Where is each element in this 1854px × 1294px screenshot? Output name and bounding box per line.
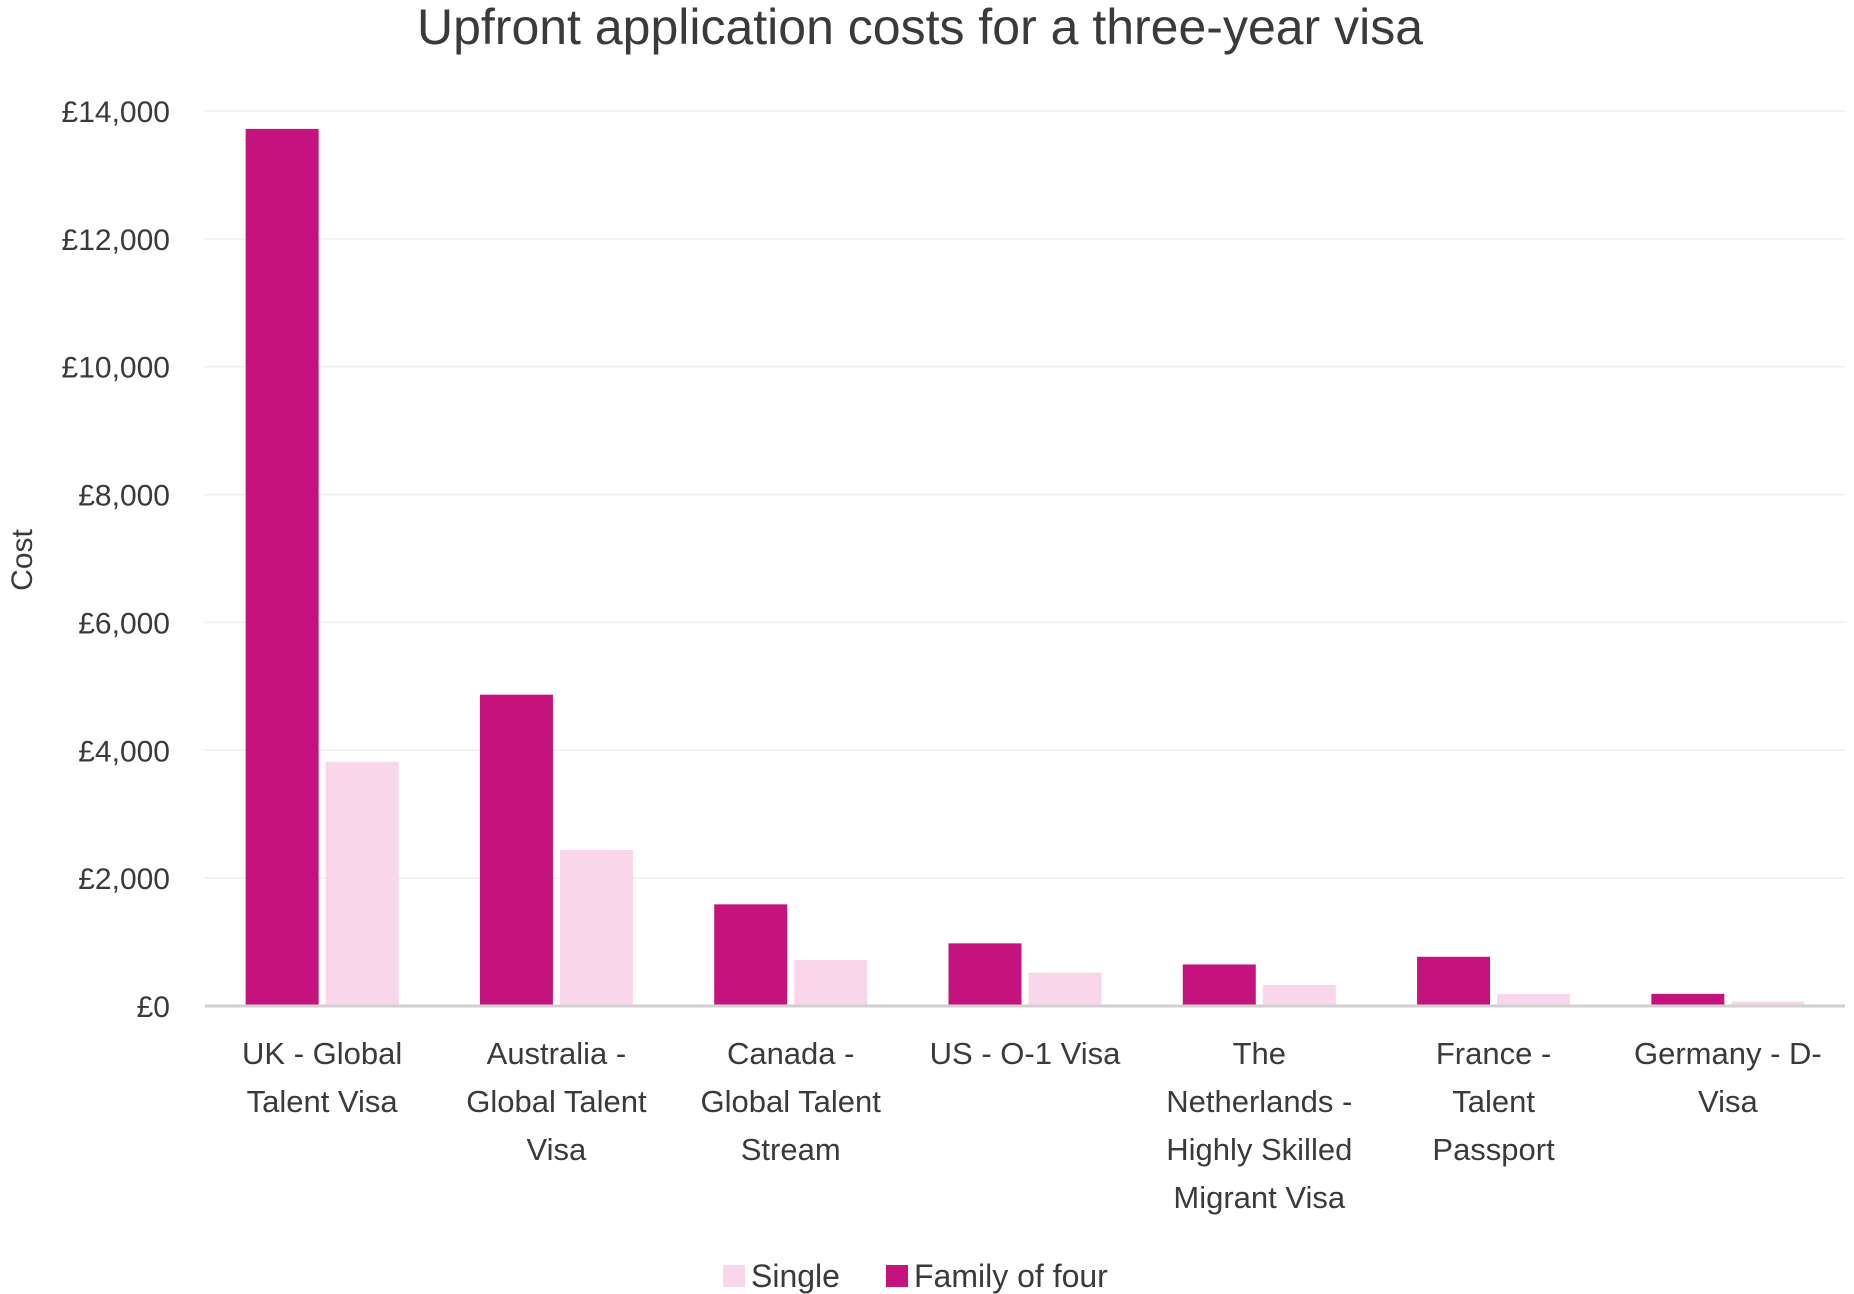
legend: Single Family of four <box>723 1258 1108 1294</box>
y-tick-label: £0 <box>137 991 170 1024</box>
bar-family-of-four <box>1651 993 1725 1006</box>
x-category-label: The Netherlands - Highly Skilled Migrant Vi… <box>1166 1036 1352 1215</box>
x-category-label-line: Passport <box>1432 1132 1555 1167</box>
bar-family-of-four <box>1182 964 1256 1006</box>
x-category-label: US - O-1 Visa <box>930 1036 1121 1071</box>
bar-single <box>1262 984 1336 1006</box>
y-tick-label: £14,000 <box>62 96 170 129</box>
legend-swatch <box>886 1265 908 1287</box>
legend-swatch <box>723 1265 745 1287</box>
y-tick-label: £8,000 <box>78 480 170 513</box>
x-category-label-line: Migrant Visa <box>1173 1180 1345 1215</box>
x-category-label-line: Talent Visa <box>247 1084 399 1119</box>
x-category-label-line: Global Talent <box>466 1084 647 1119</box>
bar-family-of-four <box>714 904 788 1006</box>
bar-single <box>1497 993 1571 1006</box>
x-axis-categories: UK - Global Talent Visa Australia - Global … <box>242 1036 1822 1215</box>
x-category-label: France - Talent Passport <box>1432 1036 1555 1167</box>
x-category-label-line: Australia - <box>487 1036 627 1071</box>
bar-family-of-four <box>1417 956 1491 1006</box>
x-category-label-line: Germany - D- <box>1634 1036 1822 1071</box>
x-category-label-line: Stream <box>741 1132 841 1167</box>
y-tick-label: £6,000 <box>78 607 170 640</box>
bar-single <box>794 959 868 1006</box>
x-category-label: UK - Global Talent Visa <box>242 1036 402 1119</box>
x-category-label-line: Visa <box>527 1132 588 1167</box>
bar-single <box>325 761 399 1006</box>
bar-single <box>1028 972 1102 1006</box>
x-category-label-line: Netherlands - <box>1166 1084 1352 1119</box>
legend-label: Family of four <box>914 1258 1108 1294</box>
x-category-label-line: Visa <box>1698 1084 1759 1119</box>
bar-family-of-four <box>479 694 553 1006</box>
chart-title: Upfront application costs for a three-ye… <box>417 0 1423 55</box>
y-tick-label: £4,000 <box>78 735 170 768</box>
y-axis-label: Cost <box>6 528 39 590</box>
x-category-label-line: Highly Skilled <box>1166 1132 1352 1167</box>
x-category-label-line: The <box>1233 1036 1286 1071</box>
x-category-label-line: US - O-1 Visa <box>930 1036 1121 1071</box>
x-category-label-line: Canada - <box>727 1036 855 1071</box>
y-tick-label: £12,000 <box>62 224 170 257</box>
y-axis-ticks: £0 £2,000 £4,000 £6,000 £8,000 £10,000 £12,000… <box>62 96 170 1024</box>
bar-family-of-four <box>245 128 319 1006</box>
x-category-label: Germany - D- Visa <box>1634 1036 1822 1119</box>
x-category-label-line: France - <box>1436 1036 1551 1071</box>
y-tick-label: £10,000 <box>62 352 170 385</box>
gridlines <box>205 110 1845 879</box>
x-category-label: Canada - Global Talent Stream <box>701 1036 882 1167</box>
bar-single <box>1731 1001 1805 1006</box>
y-tick-label: £2,000 <box>78 863 170 896</box>
x-category-label: Australia - Global Talent Visa <box>466 1036 647 1167</box>
bar-single <box>559 850 633 1006</box>
bar-family-of-four <box>948 943 1022 1006</box>
x-category-label-line: Global Talent <box>701 1084 882 1119</box>
x-category-label-line: UK - Global <box>242 1036 402 1071</box>
x-category-label-line: Talent <box>1452 1084 1535 1119</box>
bars <box>245 128 1805 1006</box>
legend-label: Single <box>751 1258 840 1294</box>
